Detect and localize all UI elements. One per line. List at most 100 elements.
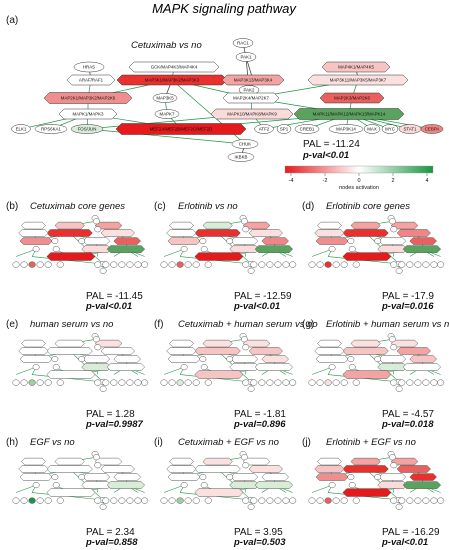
hex-node [46,252,96,261]
ellipse-node [192,379,200,386]
hex-node [396,465,431,473]
colorbar: -4 -2 0 2 4 nodes activation [284,165,434,191]
node-myc: MYC [381,124,399,134]
panel-pal: PAL = -12.59 [234,291,292,302]
ellipse-node [118,379,126,386]
panel-pal: PAL = -11.45 [86,291,143,302]
hex-node [54,457,85,466]
ellipse-node [134,379,142,386]
panel-e: (e) human serum vs no PAL = 1.28p-val=0.99… [6,319,149,430]
hex-node-shape [58,108,118,120]
hex-node [342,370,392,379]
node-label: FOS/JUN [78,127,97,132]
edge [311,366,333,375]
hex-node [194,347,241,355]
ellipse-node [78,356,86,363]
panel-pal: PAL = -1.81 [234,409,286,420]
ellipse-node [437,379,445,386]
edge [86,128,246,145]
ellipse-node [176,379,184,386]
hex-node [342,347,389,355]
ellipse-node [282,379,290,386]
ellipse-node [316,261,324,268]
hex-node [194,229,241,237]
ellipse-node [398,261,406,268]
ellipse-node [226,474,234,481]
ellipse-node [118,497,126,504]
ellipse-node [94,497,102,504]
ellipse-node [347,356,355,363]
ellipse-node [374,474,382,481]
main-panel-label: (a) [6,15,18,26]
hex-node [113,237,141,245]
panel-label: (e) [6,319,18,330]
hex-node-shape [115,123,247,135]
ellipse-node [199,474,207,481]
hex-node [317,457,342,466]
panel-d: (d) Erlotinib core genes PAL = -17.9p-val=… [302,201,445,312]
ellipse-node [240,218,248,225]
hex-node [409,473,437,481]
hex-node [350,221,381,230]
node-label: CREB1 [300,127,315,132]
hex-node [18,347,49,355]
ellipse-node [247,385,255,392]
node-map3k4: MAP3K13/MAP3K4 [221,74,285,86]
panel-pal: PAL = 2.34 [86,527,135,538]
ellipse-node [134,497,142,504]
node-ikbkb: IKBKB [227,152,255,162]
node-label: CHUK [239,142,252,147]
ellipse-node [406,497,414,504]
ellipse-node [141,497,149,504]
node-map2k3: MAP2K3/MAP2K6 [319,92,385,104]
ellipse-node [52,246,60,253]
node-map3k11: MAP3K11/MAP3K5/MAP3K7 [307,74,409,86]
ellipse-node-shape [73,61,105,73]
ellipse-node [247,267,255,274]
ellipse-node [110,379,118,386]
ellipse-node [388,454,396,461]
ellipse-node [316,497,324,504]
hex-node [314,347,345,355]
ellipse-node [406,379,414,386]
ellipse-node [102,379,110,386]
node-label: ARAF/RAF1 [79,78,104,83]
ellipse-node [36,261,44,268]
ellipse-node [348,364,356,371]
ellipse-node [118,261,126,268]
ellipse-node [56,497,64,504]
ellipse-node [390,462,398,469]
ellipse-node [160,379,168,386]
ellipse-node [51,238,59,245]
ellipse-node [430,497,438,504]
node-label: MYC [385,127,395,132]
ellipse-node [94,344,102,351]
node-label: RAC1 [237,41,249,46]
ellipse-node [52,482,60,489]
ellipse-node [332,261,340,268]
panel-pval: p-val=0.018 [381,419,434,430]
panel-nodes [160,333,297,392]
hex-node [202,339,233,348]
ellipse-node [340,497,348,504]
ellipse-node [282,497,290,504]
hex-node [46,347,93,355]
ellipse-node [44,379,52,386]
ellipse-node [390,497,398,504]
hex-node-shape [222,92,280,104]
hex-node [100,465,135,473]
ellipse-node [390,261,398,268]
edge [15,248,37,257]
panel-title: Erlotinib + EGF vs no [326,437,416,448]
hex-node [169,457,194,466]
ellipse-node [390,226,398,233]
edge [311,484,333,493]
hex-node [194,370,244,379]
node-label: CEBPA [425,127,440,132]
node-label: MAP2K3/MAP2K6 [334,96,370,101]
node-mapkap: MAP3K14 [328,124,364,134]
ellipse-node [99,503,107,510]
node-label: MAP2K1/MAP2K2/MAP2K6 [61,96,116,101]
ellipse-node [184,261,192,268]
panel-pval: p-val<0.01 [381,537,428,548]
